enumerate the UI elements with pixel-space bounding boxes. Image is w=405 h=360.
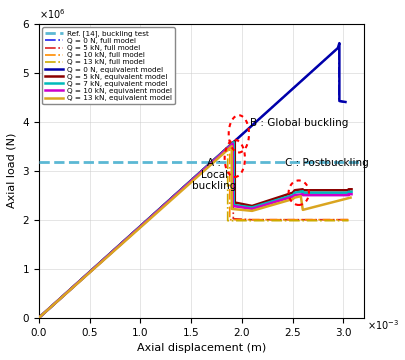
Text: $\times 10^{-3}$: $\times 10^{-3}$ bbox=[366, 318, 398, 332]
Text: A :
Local
buckling: A : Local buckling bbox=[192, 158, 236, 191]
Text: B : Global buckling: B : Global buckling bbox=[249, 117, 347, 127]
Text: C : Postbuckling: C : Postbuckling bbox=[284, 158, 367, 168]
Legend: Ref. [14], buckling test, Q = 0 N, full model, Q = 5 kN, full model, Q = 10 kN, : Ref. [14], buckling test, Q = 0 N, full … bbox=[43, 27, 175, 104]
Text: $\times 10^{6}$: $\times 10^{6}$ bbox=[39, 7, 65, 21]
X-axis label: Axial displacement (m): Axial displacement (m) bbox=[136, 343, 265, 353]
Y-axis label: Axial load (N): Axial load (N) bbox=[7, 133, 17, 208]
